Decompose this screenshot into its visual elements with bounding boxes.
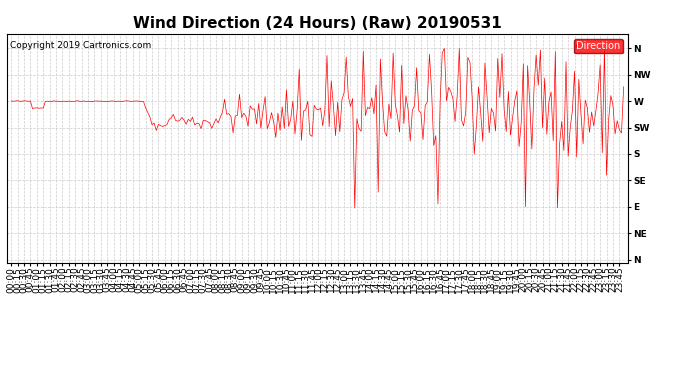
- Legend: Direction: Direction: [574, 39, 623, 54]
- Text: Copyright 2019 Cartronics.com: Copyright 2019 Cartronics.com: [10, 40, 151, 50]
- Title: Wind Direction (24 Hours) (Raw) 20190531: Wind Direction (24 Hours) (Raw) 20190531: [133, 16, 502, 31]
